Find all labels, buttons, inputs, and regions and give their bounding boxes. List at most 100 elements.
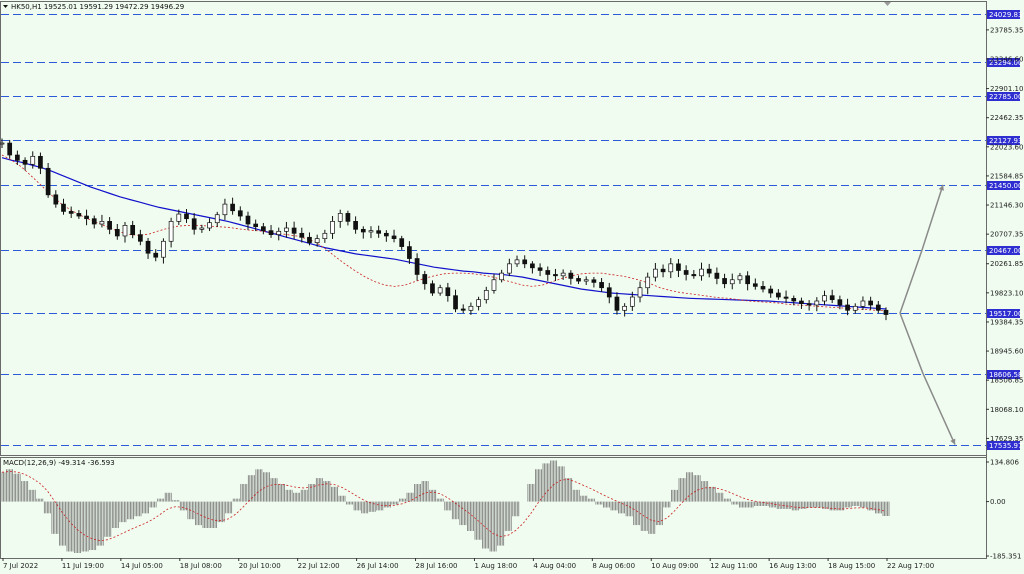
candle-down: [522, 259, 528, 265]
candle-down: [230, 203, 235, 212]
dropdown-triangle-icon[interactable]: [3, 5, 8, 8]
candle-down: [453, 295, 458, 310]
macd-histogram: [0, 460, 890, 553]
candle-down: [591, 279, 597, 283]
candle-down: [84, 215, 89, 220]
candle-up: [629, 296, 635, 307]
candle-down: [38, 155, 43, 169]
candle-up: [852, 305, 858, 311]
time-tick-label: 18 Aug 15:00: [828, 562, 875, 570]
candle-down: [130, 225, 136, 235]
candle-down: [568, 272, 574, 279]
candle-up: [476, 299, 481, 307]
scroll-marker-icon[interactable]: [884, 2, 891, 6]
candle-up: [583, 279, 589, 282]
projection-arrows: [899, 184, 956, 445]
projection-arrow-line: [899, 312, 956, 445]
candle-up: [822, 295, 827, 302]
candle-down: [383, 232, 389, 237]
candle-up: [622, 305, 627, 311]
macd-tick-label: 0.00: [990, 498, 1006, 506]
candle-up: [30, 155, 36, 165]
time-tick-label: 12 Aug 11:00: [710, 562, 757, 570]
candle-down: [15, 154, 20, 161]
level-value-box: [987, 246, 1020, 255]
candle-up: [668, 263, 674, 273]
candle-down: [153, 252, 159, 258]
candle-down: [445, 287, 451, 297]
level-value-box: [987, 309, 1020, 318]
candle-down: [691, 274, 697, 277]
candle-down: [399, 238, 405, 247]
level-value-label: 21450.00: [989, 182, 1022, 190]
price-axis-labels: 23785.35 23346.60 22901.10 22462.35 22023.60…: [986, 26, 1023, 443]
candle-up: [499, 272, 505, 281]
candle-down: [360, 228, 366, 233]
candle-down: [545, 270, 551, 275]
price-tick-label: 21584.85: [990, 172, 1023, 180]
level-value-label: 20467.00: [989, 247, 1022, 255]
level-value-label: 22785.00: [989, 93, 1022, 101]
symbol-header: HK50,H1 19525.01 19591.29 19472.29 19496…: [3, 3, 184, 11]
symbol-ohlc-text: HK50,H1 19525.01 19591.29 19472.29 19496…: [11, 3, 184, 11]
candle-down: [599, 282, 604, 289]
candle-down: [407, 246, 412, 259]
moving-averages: [1, 154, 887, 312]
candle-up: [506, 263, 512, 274]
level-value-label: 23294.00: [989, 59, 1022, 67]
candle-down: [683, 270, 689, 275]
time-tick-label: 10 Aug 09:00: [651, 562, 698, 570]
level-value-box: [987, 92, 1020, 101]
candle-down: [61, 203, 66, 212]
price-tick-label: 20261.85: [990, 260, 1023, 268]
candle-down: [460, 308, 466, 311]
candle-down: [837, 299, 843, 306]
price-tick-label: 22901.10: [990, 85, 1023, 93]
candle-up: [645, 276, 651, 289]
time-tick-label: 28 Jul 16:00: [416, 562, 458, 570]
candle-up: [214, 214, 220, 224]
time-axis-labels: 7 Jul 2022 11 Jul 19:00 14 Jul 05:00 18 Jul…: [2, 558, 934, 570]
candle-down: [245, 215, 251, 225]
candle-down: [791, 297, 797, 302]
candle-up: [560, 272, 566, 277]
candle-down: [745, 275, 750, 285]
candle-up: [491, 279, 497, 291]
candle-down: [114, 228, 120, 237]
time-tick-label: 11 Jul 19:00: [62, 562, 104, 570]
candle-down: [875, 304, 881, 311]
candle-down: [307, 236, 312, 243]
candle-down: [783, 296, 789, 299]
candle-up: [437, 287, 443, 294]
arrow-head-icon: [950, 438, 956, 445]
candle-down: [430, 283, 435, 294]
macd-tick-label: -185.351: [990, 553, 1021, 561]
candle-down: [353, 221, 358, 230]
candle-down: [868, 300, 873, 306]
macd-tick-label: 134.806: [990, 459, 1019, 467]
candle-down: [261, 226, 266, 232]
candle-down: [391, 235, 397, 239]
candle-down: [606, 287, 612, 298]
level-value-box: [987, 58, 1020, 67]
price-tick-label: 18945.60: [990, 348, 1023, 356]
price-tick-label: 19823.10: [990, 289, 1023, 297]
projection-arrow-line: [899, 184, 944, 314]
time-tick-label: 20 Jul 10:00: [239, 562, 281, 570]
candle-down: [660, 268, 666, 273]
candle-down: [676, 263, 681, 271]
candle-up: [222, 203, 228, 216]
main-chart-panel[interactable]: [0, 1, 987, 456]
candle-down: [268, 230, 274, 235]
candle-up: [330, 221, 335, 234]
candle-down: [184, 213, 189, 220]
price-tick-label: 19384.35: [990, 318, 1023, 326]
time-tick-label: 18 Jul 08:00: [180, 562, 222, 570]
candle-down: [422, 274, 428, 285]
candle-down: [376, 230, 382, 234]
candle-up: [122, 225, 128, 237]
candle-up: [699, 268, 704, 277]
candle-down: [553, 274, 558, 277]
candle-up: [468, 305, 474, 311]
